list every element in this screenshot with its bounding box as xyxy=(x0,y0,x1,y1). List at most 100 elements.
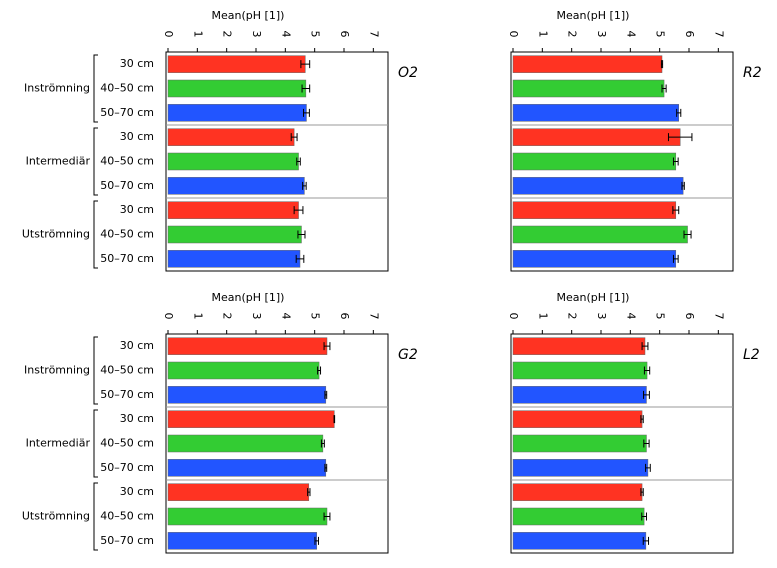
error-bar xyxy=(323,512,331,521)
bar xyxy=(512,152,677,171)
x-tick-label: 1 xyxy=(536,31,549,38)
row-label: 40–50 cm xyxy=(100,437,154,450)
x-tick-label: 0 xyxy=(507,313,520,320)
error-bar xyxy=(642,536,650,545)
x-tick-label: 4 xyxy=(279,313,292,320)
x-tick-label: 0 xyxy=(162,31,175,38)
x-tick-label: 3 xyxy=(595,313,608,320)
error-bar xyxy=(300,60,311,69)
bar xyxy=(167,79,307,98)
error-bar xyxy=(681,181,685,190)
x-axis-label: Mean(pH [1]) xyxy=(557,9,630,22)
row-label: 50–70 cm xyxy=(100,179,154,192)
group-bracket xyxy=(93,200,98,269)
x-tick-label: 6 xyxy=(338,313,351,320)
bar xyxy=(167,152,299,171)
row-label: 40–50 cm xyxy=(100,228,154,241)
x-axis-label: Mean(pH [1]) xyxy=(557,291,630,304)
group-label: Intermediär xyxy=(26,155,91,168)
bar xyxy=(512,434,647,453)
x-tick-label: 7 xyxy=(712,313,725,320)
bar xyxy=(512,483,643,501)
error-bar xyxy=(643,366,651,375)
bar xyxy=(512,177,684,195)
row-label: 40–50 cm xyxy=(100,364,154,377)
x-tick-label: 7 xyxy=(367,31,380,38)
error-bar xyxy=(667,133,693,142)
x-tick-label: 1 xyxy=(191,31,204,38)
x-tick-label: 6 xyxy=(338,31,351,38)
x-tick-label: 4 xyxy=(624,31,637,38)
bar xyxy=(167,361,320,380)
row-label: 50–70 cm xyxy=(100,252,154,265)
row-label: 40–50 cm xyxy=(100,510,154,523)
row-label: 50–70 cm xyxy=(100,461,154,474)
row-label: 40–50 cm xyxy=(100,82,154,95)
bar xyxy=(512,507,645,526)
bar xyxy=(167,483,310,501)
bar xyxy=(167,410,335,428)
x-tick-label: 3 xyxy=(250,313,263,320)
bar xyxy=(512,532,647,550)
row-label: 50–70 cm xyxy=(100,388,154,401)
x-tick-label: 1 xyxy=(536,313,549,320)
error-bar xyxy=(641,512,647,521)
error-bar xyxy=(640,488,644,497)
x-tick-label: 1 xyxy=(191,313,204,320)
error-bar xyxy=(643,439,650,448)
error-bar xyxy=(301,84,311,93)
error-bar xyxy=(323,342,331,351)
row-label: 30 cm xyxy=(120,57,154,70)
x-tick-label: 2 xyxy=(566,31,579,38)
error-bar xyxy=(683,230,692,239)
error-bar xyxy=(660,60,664,69)
bar xyxy=(167,128,295,146)
bar xyxy=(512,459,649,477)
group-label: Inströmning xyxy=(24,82,90,95)
error-bar xyxy=(643,390,650,399)
error-bar xyxy=(307,488,311,497)
bar xyxy=(167,386,327,404)
x-tick-label: 5 xyxy=(309,313,322,320)
error-bar xyxy=(320,439,325,448)
error-bar xyxy=(672,254,679,263)
error-bar xyxy=(317,366,322,375)
error-bar xyxy=(290,133,298,142)
error-bar xyxy=(640,415,644,424)
bar xyxy=(167,459,327,477)
x-tick-label: 7 xyxy=(712,31,725,38)
error-bar xyxy=(641,342,649,351)
bar xyxy=(167,434,324,453)
group-label: Utströmning xyxy=(22,228,90,241)
group-bracket xyxy=(93,409,98,478)
bar xyxy=(512,361,648,380)
group-bracket xyxy=(93,54,98,123)
bar xyxy=(512,225,688,244)
row-label: 50–70 cm xyxy=(100,534,154,547)
x-tick-label: 6 xyxy=(683,313,696,320)
bar xyxy=(512,337,646,355)
error-bar xyxy=(672,206,680,215)
x-tick-label: 4 xyxy=(279,31,292,38)
row-label: 40–50 cm xyxy=(100,155,154,168)
panel-label: O2 xyxy=(398,65,418,81)
x-tick-label: 6 xyxy=(683,31,696,38)
error-bar xyxy=(676,108,682,117)
x-tick-label: 5 xyxy=(654,31,667,38)
x-tick-label: 2 xyxy=(221,31,234,38)
bar xyxy=(167,337,328,355)
bar xyxy=(512,386,647,404)
group-bracket xyxy=(93,127,98,196)
x-tick-label: 2 xyxy=(221,313,234,320)
panel-label: R2 xyxy=(743,65,762,81)
bar xyxy=(167,201,299,219)
bar xyxy=(167,225,302,244)
bar xyxy=(167,532,317,550)
panel-label: G2 xyxy=(398,347,418,363)
x-tick-label: 5 xyxy=(654,313,667,320)
group-bracket xyxy=(93,336,98,405)
error-bar xyxy=(302,181,307,190)
group-label: Utströmning xyxy=(22,510,90,523)
x-axis-label: Mean(pH [1]) xyxy=(212,9,285,22)
